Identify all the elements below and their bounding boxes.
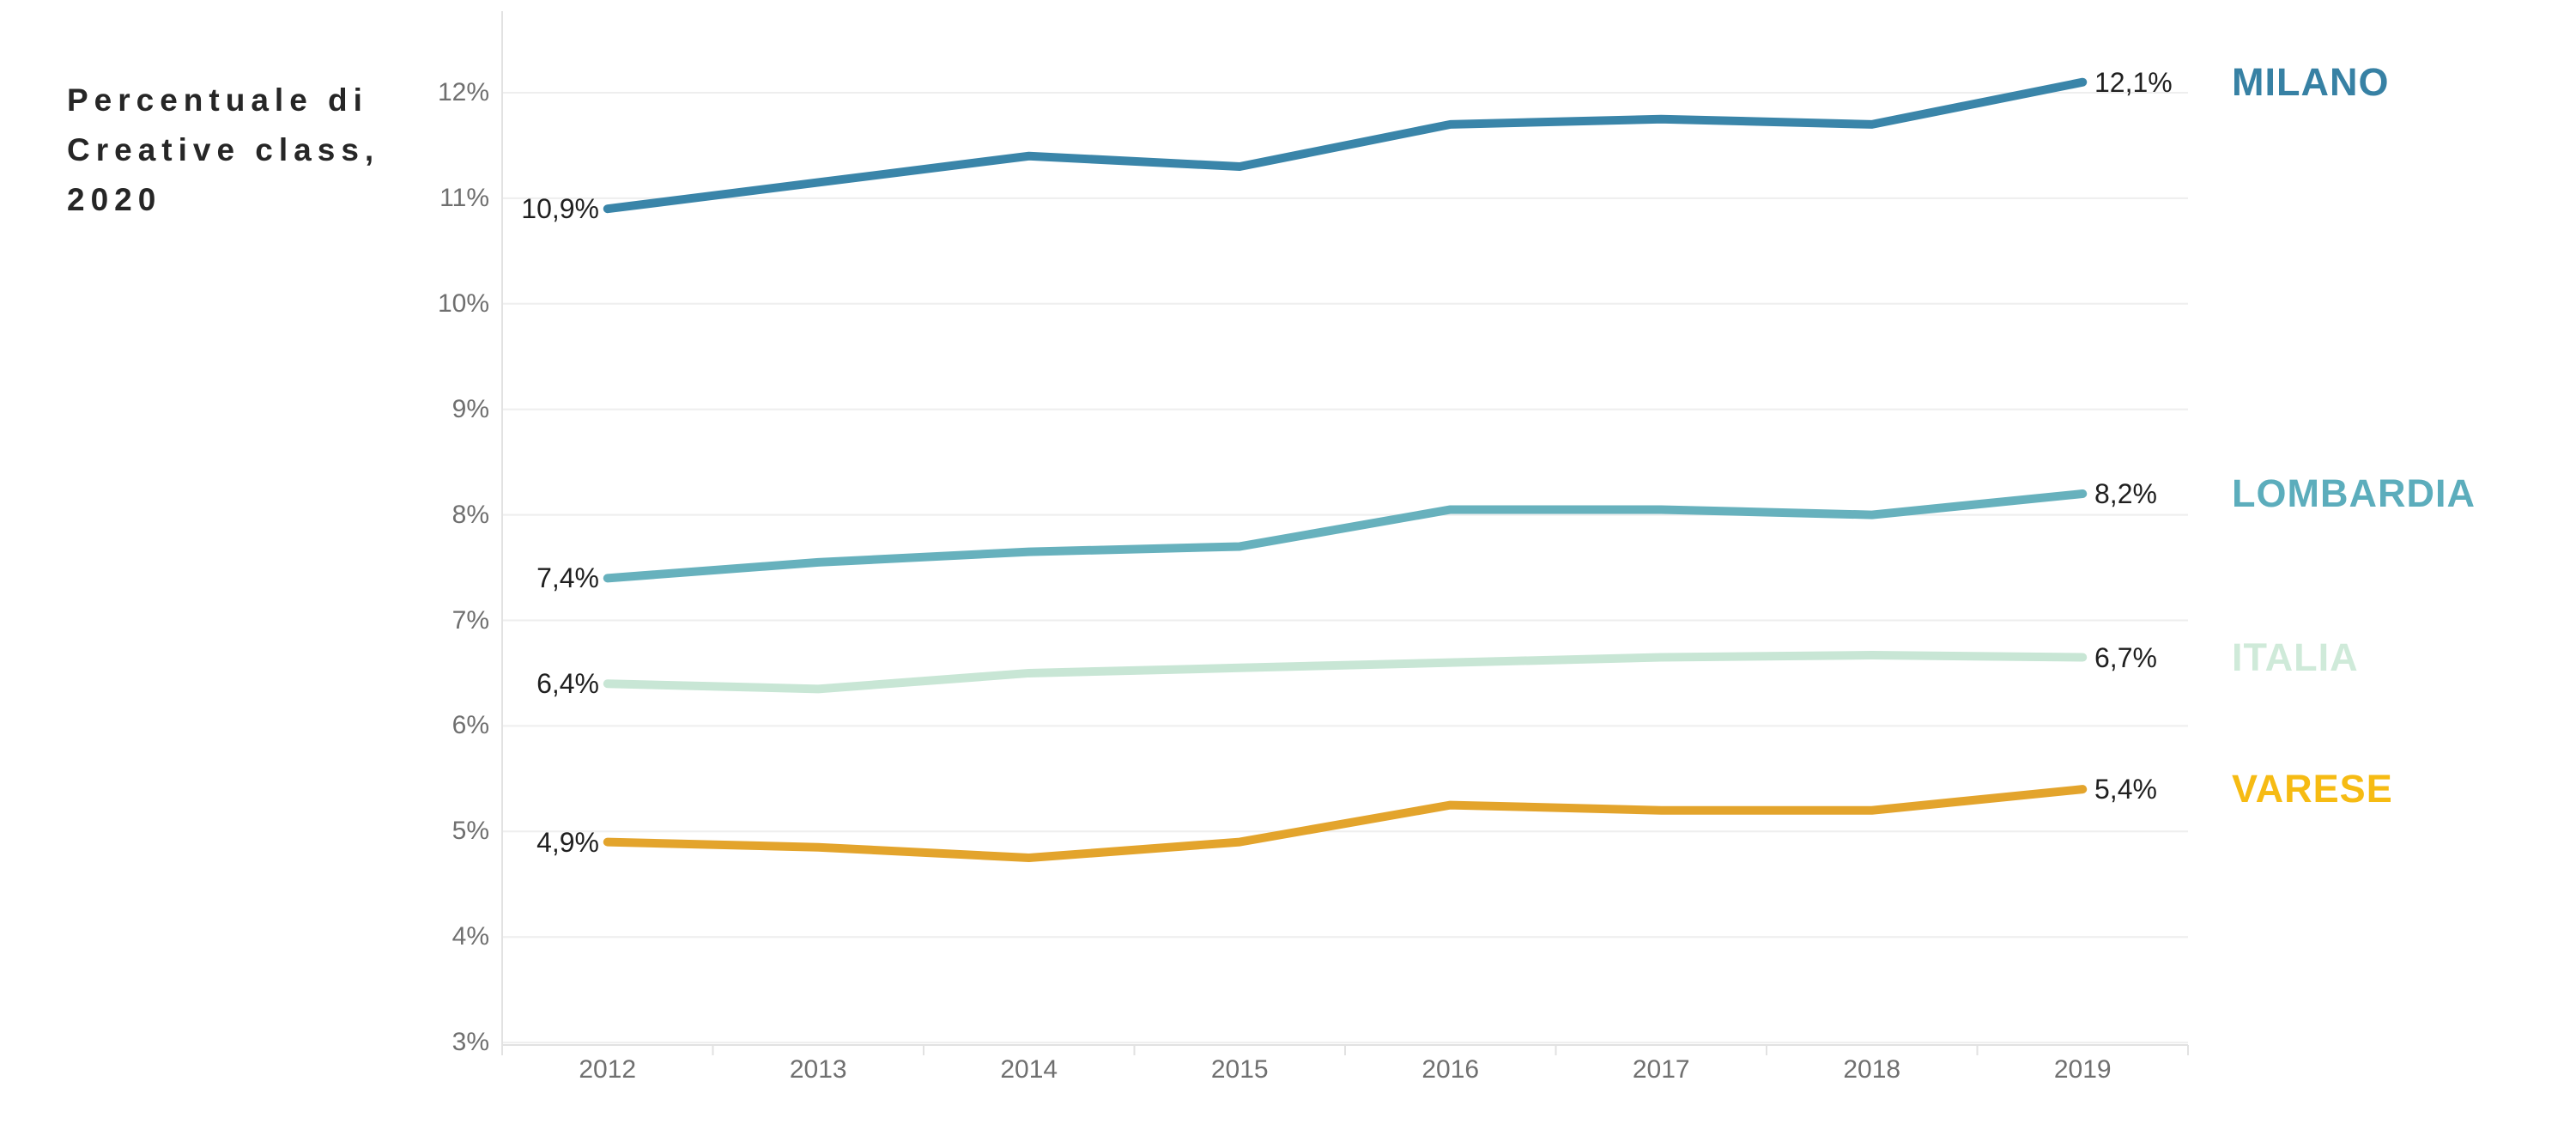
y-axis-tick-label: 9% <box>452 394 489 423</box>
y-axis-tick-label: 11% <box>439 183 489 212</box>
legend-label-italia: ITALIA <box>2232 635 2359 679</box>
x-axis-tick-label: 2012 <box>579 1055 637 1084</box>
series-end-value-label: 6,7% <box>2094 641 2157 673</box>
x-axis-tick-label: 2017 <box>1632 1055 1690 1084</box>
series-line-milano <box>603 77 2088 214</box>
legend-label-lombardia: LOMBARDIA <box>2232 471 2476 516</box>
series-start-value-label: 6,4% <box>536 668 599 700</box>
series-line-italia <box>603 651 2088 694</box>
y-axis-tick-label: 7% <box>452 605 489 635</box>
y-axis-tick-label: 8% <box>452 500 489 529</box>
series-line-lombardia <box>603 489 2088 583</box>
series-line-varese <box>603 785 2088 863</box>
x-axis-tick-label: 2019 <box>2053 1055 2112 1084</box>
series-start-value-label: 10,9% <box>521 193 599 225</box>
y-axis-tick-label: 5% <box>452 817 489 846</box>
series-end-value-label: 8,2% <box>2094 478 2157 510</box>
x-axis-tick-label: 2016 <box>1421 1055 1480 1084</box>
y-axis-tick-label: 12% <box>437 78 489 106</box>
series-end-value-label: 12,1% <box>2094 66 2173 98</box>
chart-title: Percentuale di Creative class, 2020 <box>67 82 380 217</box>
x-axis-tick-label: 2013 <box>789 1055 847 1084</box>
y-axis-tick-label: 6% <box>452 711 489 740</box>
y-axis-tick-label: 4% <box>452 922 489 951</box>
legend-label-varese: VARESE <box>2232 767 2393 811</box>
x-axis-tick-label: 2018 <box>1843 1055 1901 1084</box>
series-start-value-label: 4,9% <box>536 826 599 858</box>
y-axis-tick-label: 10% <box>437 289 489 318</box>
y-axis-tick-label: 3% <box>452 1028 489 1057</box>
legend-label-milano: MILANO <box>2232 59 2390 104</box>
x-axis-tick-label: 2015 <box>1210 1055 1269 1084</box>
series-end-value-label: 5,4% <box>2094 774 2157 805</box>
x-axis-tick-label: 2014 <box>1000 1055 1058 1084</box>
series-start-value-label: 7,4% <box>536 562 599 594</box>
